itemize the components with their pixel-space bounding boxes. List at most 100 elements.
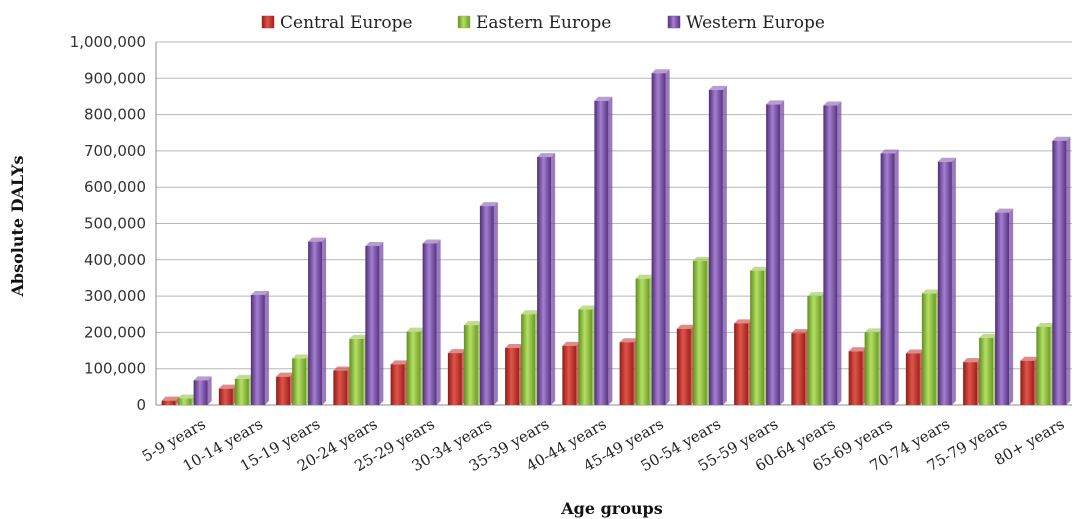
- bar: [390, 364, 405, 405]
- bars: [161, 69, 1071, 406]
- bar-top: [578, 305, 597, 310]
- bar-top: [537, 153, 556, 158]
- bar: [161, 400, 176, 405]
- bar: [750, 270, 765, 405]
- bar-top: [1020, 356, 1039, 361]
- bar-top: [766, 100, 785, 105]
- bar: [708, 89, 723, 405]
- bar: [905, 353, 920, 405]
- bar: [218, 388, 233, 405]
- bar: [521, 314, 536, 405]
- bar: [422, 243, 437, 405]
- bar-top: [463, 321, 482, 326]
- bar-side: [322, 237, 327, 405]
- bar-top: [1052, 136, 1071, 141]
- bar: [292, 358, 307, 405]
- bar-top: [479, 202, 498, 207]
- bar-side: [951, 157, 956, 405]
- bar-top: [791, 329, 810, 334]
- bar-top: [979, 333, 998, 338]
- bar-top: [807, 292, 826, 297]
- bar: [880, 153, 895, 405]
- bar: [619, 342, 634, 405]
- bar-top: [447, 349, 466, 354]
- bar-top: [594, 96, 613, 101]
- bar-top: [406, 327, 425, 332]
- bar: [963, 362, 978, 405]
- bar: [365, 246, 380, 405]
- legend-swatch: [261, 15, 275, 29]
- bar: [505, 348, 520, 405]
- bar: [594, 100, 609, 405]
- bar-top: [292, 354, 311, 359]
- bar-top: [193, 376, 212, 381]
- legend-label: Central Europe: [280, 13, 413, 33]
- bar-top: [1036, 322, 1055, 327]
- bar: [406, 331, 421, 405]
- y-tick-label: 1,000,000: [70, 33, 146, 51]
- bar-side: [894, 149, 899, 405]
- bar-top: [276, 372, 295, 377]
- bar-side: [379, 242, 384, 405]
- bar-side: [722, 85, 727, 405]
- bar: [578, 309, 593, 405]
- bar: [177, 398, 192, 405]
- bar: [1036, 326, 1051, 405]
- bar-side: [493, 202, 498, 405]
- bar: [635, 278, 650, 405]
- legend: Central Europe Eastern Europe Western Euro…: [261, 13, 825, 33]
- bar-side: [837, 101, 842, 406]
- bar-top: [905, 349, 924, 354]
- y-axis-title: Absolute DALYs: [8, 155, 27, 297]
- bar-side: [665, 69, 670, 405]
- bar: [937, 161, 952, 405]
- legend-swatch: [667, 15, 681, 29]
- y-tick-label: 500,000: [84, 215, 146, 233]
- bar: [276, 376, 291, 405]
- bar: [807, 296, 822, 405]
- bar-top: [734, 319, 753, 324]
- bar-top: [692, 256, 711, 261]
- bar: [734, 323, 749, 405]
- bar: [234, 378, 249, 405]
- y-tick-label: 300,000: [84, 287, 146, 305]
- bar-side: [608, 96, 613, 405]
- bar-top: [995, 208, 1014, 213]
- bar: [463, 325, 478, 405]
- bar: [193, 380, 208, 405]
- bar: [537, 157, 552, 405]
- bar-side: [207, 376, 212, 405]
- legend-label: Western Europe: [686, 13, 825, 33]
- bar-top: [422, 239, 441, 244]
- bar-top: [864, 328, 883, 333]
- bar-top: [390, 360, 409, 365]
- bar: [333, 370, 348, 405]
- bar: [447, 353, 462, 405]
- bar-top: [880, 149, 899, 154]
- bar-top: [635, 274, 654, 279]
- bar: [651, 73, 666, 405]
- bar-side: [264, 291, 269, 405]
- bar: [864, 332, 879, 405]
- legend-label: Eastern Europe: [476, 13, 611, 33]
- bar: [250, 295, 265, 405]
- legend-swatch: [457, 15, 471, 29]
- bar-top: [365, 242, 384, 247]
- y-tick-label: 100,000: [84, 360, 146, 378]
- bar-top: [562, 341, 581, 346]
- bar-side: [780, 100, 785, 405]
- bar-top: [937, 157, 956, 162]
- bar: [1020, 360, 1035, 405]
- bar: [979, 337, 994, 405]
- bar: [791, 333, 806, 405]
- bar-top: [521, 310, 540, 315]
- bar-top: [250, 291, 269, 296]
- bar-side: [551, 153, 556, 405]
- y-tick-label: 200,000: [84, 323, 146, 341]
- bar-top: [234, 374, 253, 379]
- bar-top: [177, 394, 196, 399]
- y-tick-label: 800,000: [84, 106, 146, 124]
- bar-top: [349, 334, 368, 339]
- bar-top: [963, 358, 982, 363]
